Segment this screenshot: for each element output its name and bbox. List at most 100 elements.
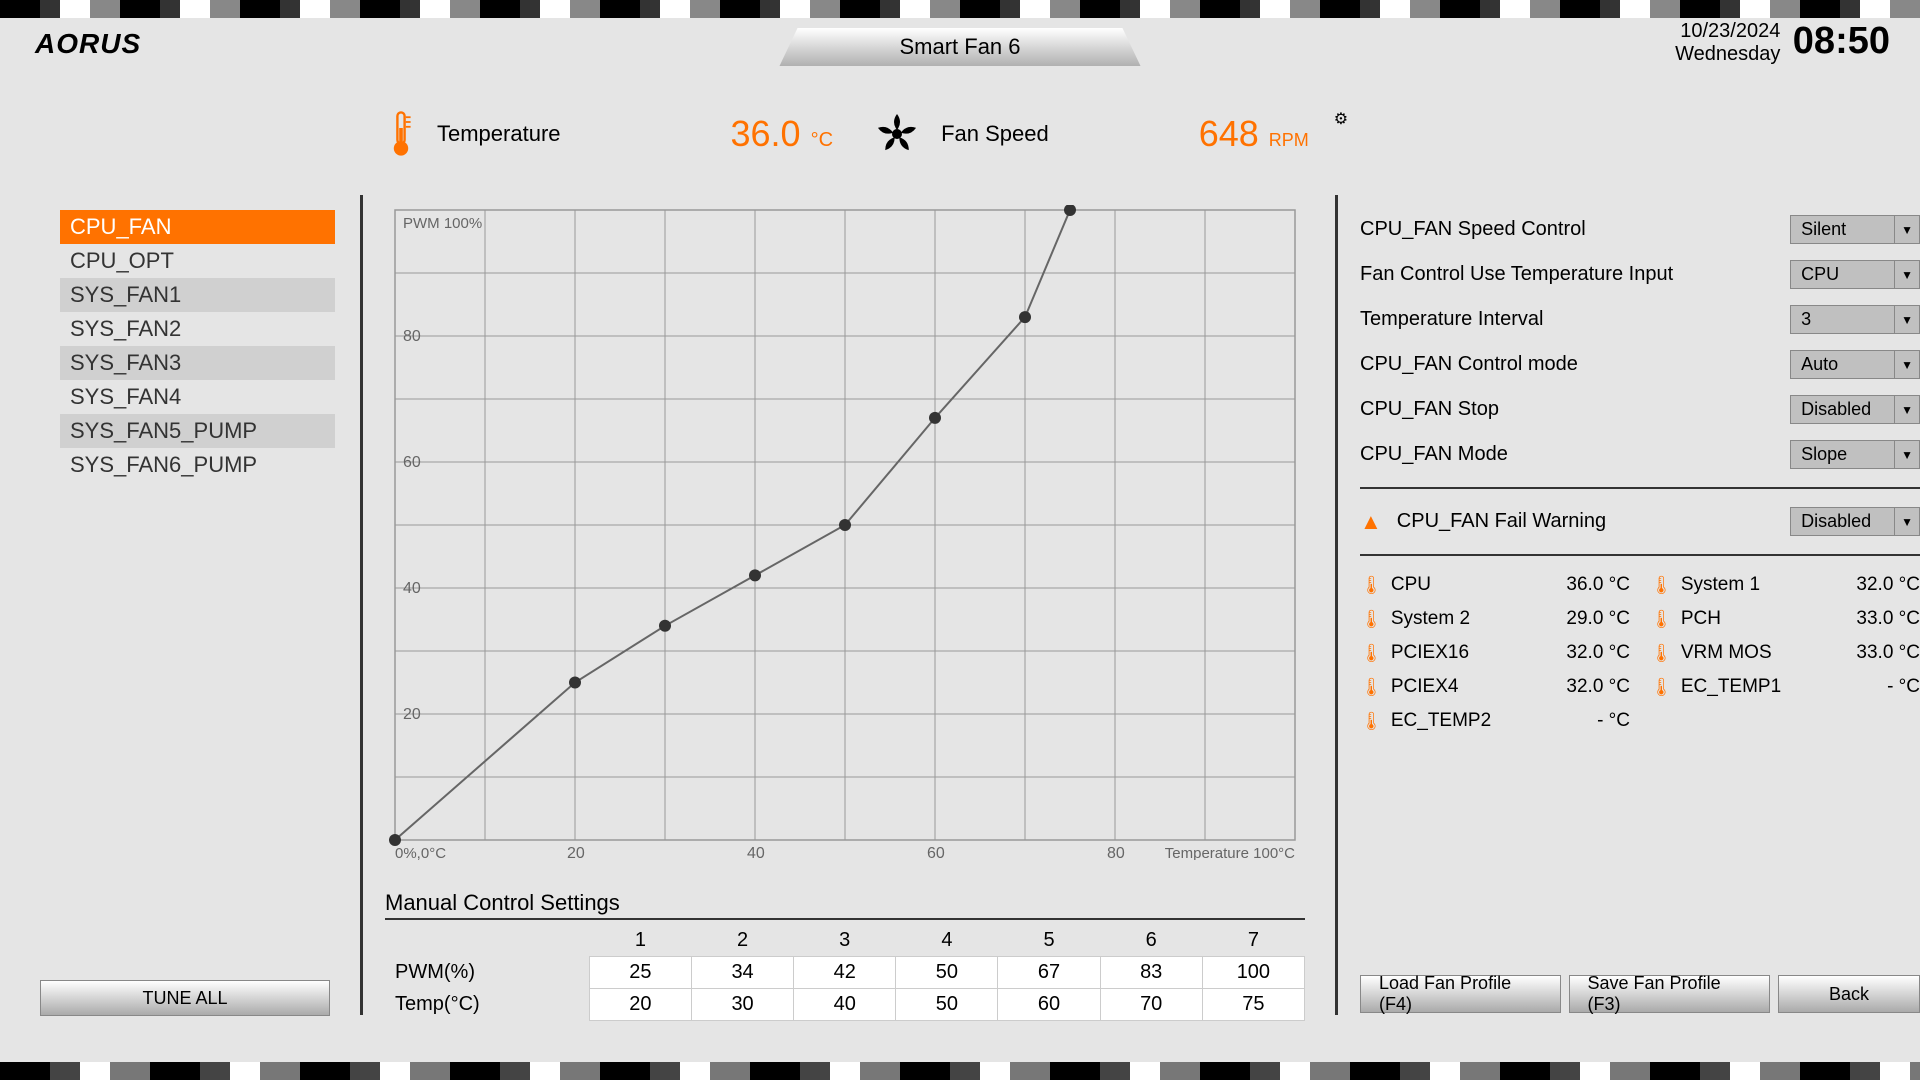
speed-label: Fan Speed (941, 121, 1049, 147)
temp-reading: 🌡System 132.0 °C (1650, 574, 1920, 596)
col-header: 1 (589, 925, 691, 957)
temp-reading: 🌡EC_TEMP1- °C (1650, 676, 1920, 698)
svg-text:0%,0°C: 0%,0°C (395, 845, 446, 860)
manual-table: 1234567PWM(%)253442506783100Temp(°C)2030… (385, 925, 1305, 1021)
temp-cell[interactable]: 60 (998, 989, 1100, 1021)
fan-list-item[interactable]: CPU_OPT (60, 244, 335, 278)
col-header: 3 (794, 925, 896, 957)
thermometer-icon (385, 110, 417, 158)
thermometer-icon: 🌡 (1650, 575, 1673, 596)
divider (1360, 487, 1920, 489)
temp-reading: 🌡PCH33.0 °C (1650, 608, 1920, 630)
divider (360, 195, 363, 1015)
fan-list-item[interactable]: SYS_FAN5_PUMP (60, 414, 335, 448)
svg-text:20: 20 (567, 845, 585, 860)
thermometer-icon: 🌡 (1360, 575, 1383, 596)
fan-list-item[interactable]: CPU_FAN (60, 210, 335, 244)
fan-list-item[interactable]: SYS_FAN3 (60, 346, 335, 380)
fan-icon (873, 110, 921, 158)
fail-warning-row: ▲ CPU_FAN Fail Warning Disabled▼ (1360, 507, 1920, 536)
thermometer-icon: 🌡 (1360, 609, 1383, 630)
svg-text:20: 20 (403, 706, 421, 723)
setting-label: CPU_FAN Stop (1360, 398, 1499, 421)
temp-reading: 🌡PCIEX432.0 °C (1360, 676, 1630, 698)
temp-cell[interactable]: 70 (1100, 989, 1202, 1021)
temp-cell[interactable]: 75 (1202, 989, 1304, 1021)
thermometer-icon: 🌡 (1360, 677, 1383, 698)
time-text: 08:50 (1793, 20, 1890, 63)
pwm-cell[interactable]: 100 (1202, 957, 1304, 989)
temp-row-label: Temp(°C) (385, 989, 589, 1021)
temperature-grid: 🌡CPU36.0 °C 🌡System 132.0 °C 🌡System 229.0… (1360, 574, 1920, 732)
pwm-cell[interactable]: 67 (998, 957, 1100, 989)
setting-label: Fan Control Use Temperature Input (1360, 263, 1673, 286)
setting-row: CPU_FAN Stop Disabled▼ (1360, 395, 1920, 424)
pwm-cell[interactable]: 34 (691, 957, 793, 989)
temp-reading: 🌡PCIEX1632.0 °C (1360, 642, 1630, 664)
temp-cell[interactable]: 20 (589, 989, 691, 1021)
pwm-cell[interactable]: 42 (794, 957, 896, 989)
temp-reading: 🌡CPU36.0 °C (1360, 574, 1630, 596)
save-profile-button[interactable]: Save Fan Profile (F3) (1569, 975, 1770, 1013)
setting-dropdown[interactable]: Slope▼ (1790, 440, 1920, 469)
temp-cell[interactable]: 40 (794, 989, 896, 1021)
divider (1360, 554, 1920, 556)
thermometer-icon: 🌡 (1650, 643, 1673, 664)
page-title-tab: Smart Fan 6 (779, 28, 1140, 66)
fan-list-item[interactable]: SYS_FAN1 (60, 278, 335, 312)
col-header: 4 (896, 925, 998, 957)
setting-dropdown[interactable]: Auto▼ (1790, 350, 1920, 379)
temp-cell[interactable]: 30 (691, 989, 793, 1021)
svg-text:60: 60 (403, 454, 421, 471)
fan-list-item[interactable]: SYS_FAN6_PUMP (60, 448, 335, 482)
setting-label: Temperature Interval (1360, 308, 1543, 331)
setting-dropdown[interactable]: Silent▼ (1790, 215, 1920, 244)
setting-dropdown[interactable]: Disabled▼ (1790, 395, 1920, 424)
temp-reading: 🌡VRM MOS33.0 °C (1650, 642, 1920, 664)
fail-warning-label: CPU_FAN Fail Warning (1397, 510, 1606, 533)
setting-row: Temperature Interval 3▼ (1360, 305, 1920, 334)
temp-reading: 🌡EC_TEMP2- °C (1360, 710, 1630, 732)
svg-text:PWM 100%: PWM 100% (403, 215, 482, 232)
temp-reading: 🌡System 229.0 °C (1360, 608, 1630, 630)
svg-text:40: 40 (747, 845, 765, 860)
thermometer-icon: 🌡 (1360, 711, 1383, 732)
status-row: Temperature 36.0 °C Fan Speed 648 RPM ⚙ (385, 110, 1348, 158)
date-text: 10/23/2024 (1675, 20, 1780, 43)
setting-row: Fan Control Use Temperature Input CPU▼ (1360, 260, 1920, 289)
load-profile-button[interactable]: Load Fan Profile (F4) (1360, 975, 1561, 1013)
fan-list-item[interactable]: SYS_FAN4 (60, 380, 335, 414)
bottom-stripe (0, 1062, 1920, 1080)
fan-list-item[interactable]: SYS_FAN2 (60, 312, 335, 346)
divider (385, 918, 1305, 920)
warning-icon: ▲ (1360, 509, 1382, 535)
svg-text:60: 60 (927, 845, 945, 860)
datetime-display: 10/23/2024 Wednesday 08:50 (1675, 20, 1890, 66)
fail-warning-dropdown[interactable]: Disabled▼ (1790, 507, 1920, 536)
back-button[interactable]: Back (1778, 975, 1920, 1013)
manual-title: Manual Control Settings (385, 890, 1305, 916)
temp-value: 36.0 °C (731, 113, 834, 155)
col-header: 7 (1202, 925, 1304, 957)
divider (1335, 195, 1338, 1015)
setting-label: CPU_FAN Mode (1360, 443, 1508, 466)
rpm-value: 648 RPM (1199, 113, 1309, 155)
brand-logo: AORUS (35, 28, 141, 60)
gear-icon[interactable]: ⚙ (1334, 109, 1348, 129)
tune-all-button[interactable]: TUNE ALL (40, 980, 330, 1016)
setting-row: CPU_FAN Control mode Auto▼ (1360, 350, 1920, 379)
setting-dropdown[interactable]: CPU▼ (1790, 260, 1920, 289)
setting-row: CPU_FAN Mode Slope▼ (1360, 440, 1920, 469)
setting-dropdown[interactable]: 3▼ (1790, 305, 1920, 334)
pwm-cell[interactable]: 50 (896, 957, 998, 989)
svg-text:80: 80 (1107, 845, 1125, 860)
temp-cell[interactable]: 50 (896, 989, 998, 1021)
pwm-cell[interactable]: 83 (1100, 957, 1202, 989)
pwm-cell[interactable]: 25 (589, 957, 691, 989)
settings-panel: CPU_FAN Speed Control Silent▼ Fan Contro… (1360, 215, 1920, 732)
svg-text:80: 80 (403, 328, 421, 345)
fan-curve-chart[interactable]: 2040608020406080PWM 100%0%,0°CTemperatur… (385, 205, 1305, 860)
col-header: 5 (998, 925, 1100, 957)
thermometer-icon: 🌡 (1360, 643, 1383, 664)
temp-label: Temperature (437, 121, 561, 147)
